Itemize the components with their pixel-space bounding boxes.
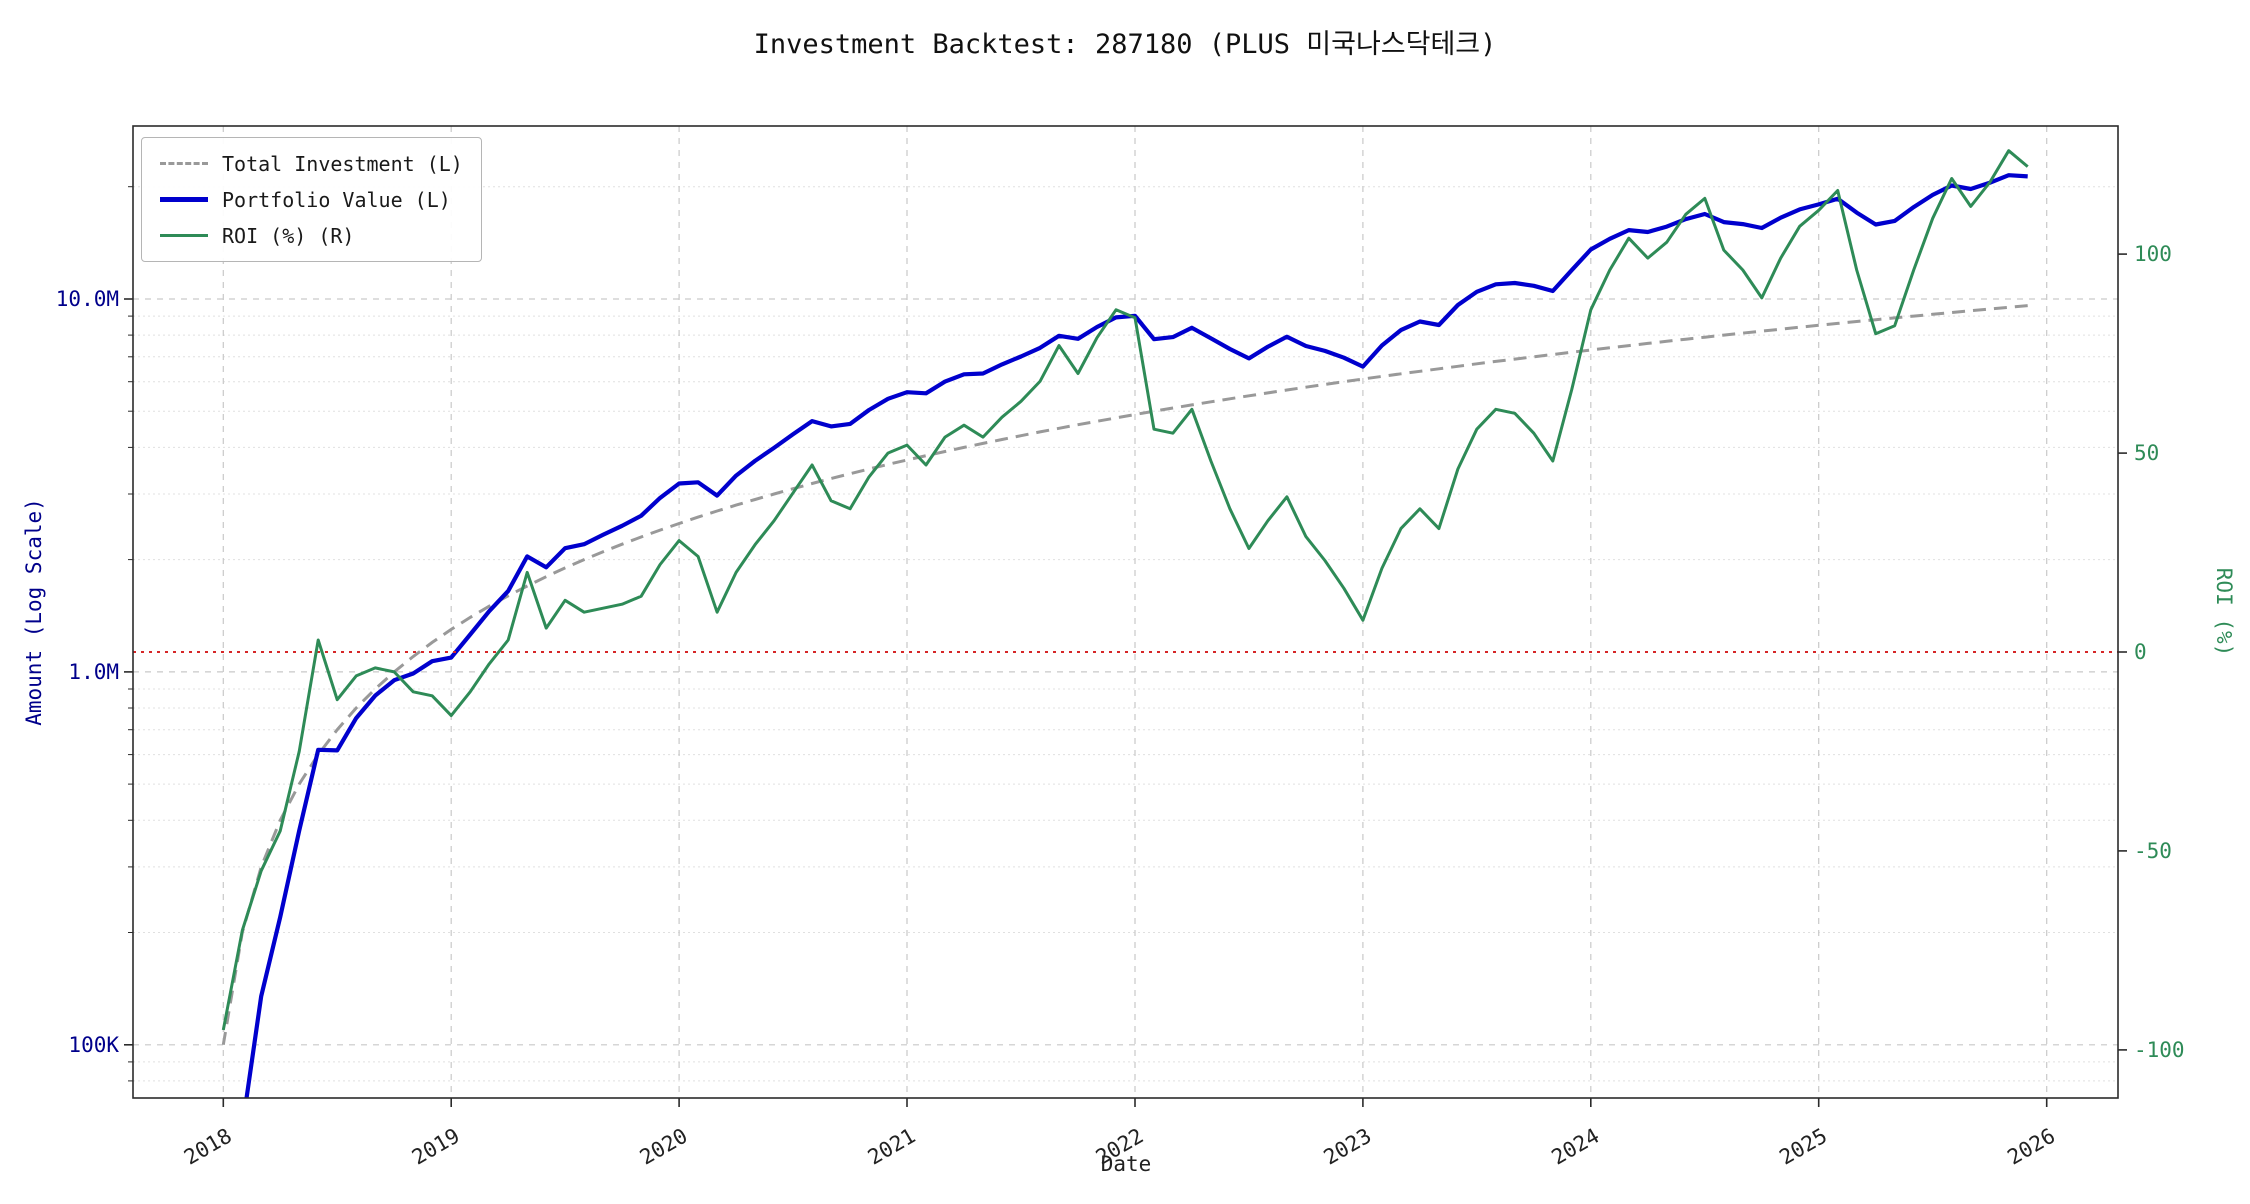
portfolio-value-line [244,173,2028,1098]
svg-text:2019: 2019 [408,1124,464,1170]
svg-text:2025: 2025 [1775,1124,1831,1170]
solid-green-line-sample-icon [160,234,208,237]
svg-text:2023: 2023 [1320,1124,1376,1170]
grid-major [133,126,2118,1098]
svg-text:100K: 100K [68,1033,119,1057]
svg-text:50: 50 [2134,441,2159,465]
dashed-line-sample-icon [160,162,208,165]
svg-text:-100: -100 [2134,1038,2185,1062]
legend-label: Portfolio Value (L) [222,187,451,212]
svg-text:10.0M: 10.0M [56,287,119,311]
legend-item-roi: ROI (%) (R) [160,222,463,249]
svg-text:2021: 2021 [864,1124,920,1170]
svg-text:-50: -50 [2134,839,2172,863]
y-axis-left-ticks: 100K 1.0M 10.0M [56,186,133,1082]
svg-text:0: 0 [2134,640,2147,664]
svg-text:2026: 2026 [2003,1124,2059,1170]
legend-item-portfolio-value: Portfolio Value (L) [160,186,463,213]
x-axis-label: Date [1100,1152,1152,1176]
svg-text:2020: 2020 [636,1124,692,1170]
svg-text:2018: 2018 [180,1124,236,1170]
solid-blue-line-sample-icon [160,197,208,202]
y-axis-label-left: Amount (Log Scale) [22,498,46,726]
chart-title: Investment Backtest: 287180 (PLUS 미국나스닥테… [753,29,1497,60]
total-investment-line [221,304,2028,1046]
y-axis-right-ticks: -100 -50 0 50 100 [2118,242,2185,1062]
svg-text:100: 100 [2134,242,2172,266]
svg-text:2024: 2024 [1547,1124,1603,1170]
plot-border [132,125,2119,1099]
legend: Total Investment (L) Portfolio Value (L)… [141,137,482,262]
svg-text:1.0M: 1.0M [68,660,119,684]
legend-label: ROI (%) (R) [222,223,355,248]
grid-minor [133,186,2118,1082]
roi-line [221,149,2029,1031]
y-axis-label-right: ROI (%) [2212,567,2236,657]
legend-label: Total Investment (L) [222,151,463,176]
legend-item-total-investment: Total Investment (L) [160,150,463,177]
